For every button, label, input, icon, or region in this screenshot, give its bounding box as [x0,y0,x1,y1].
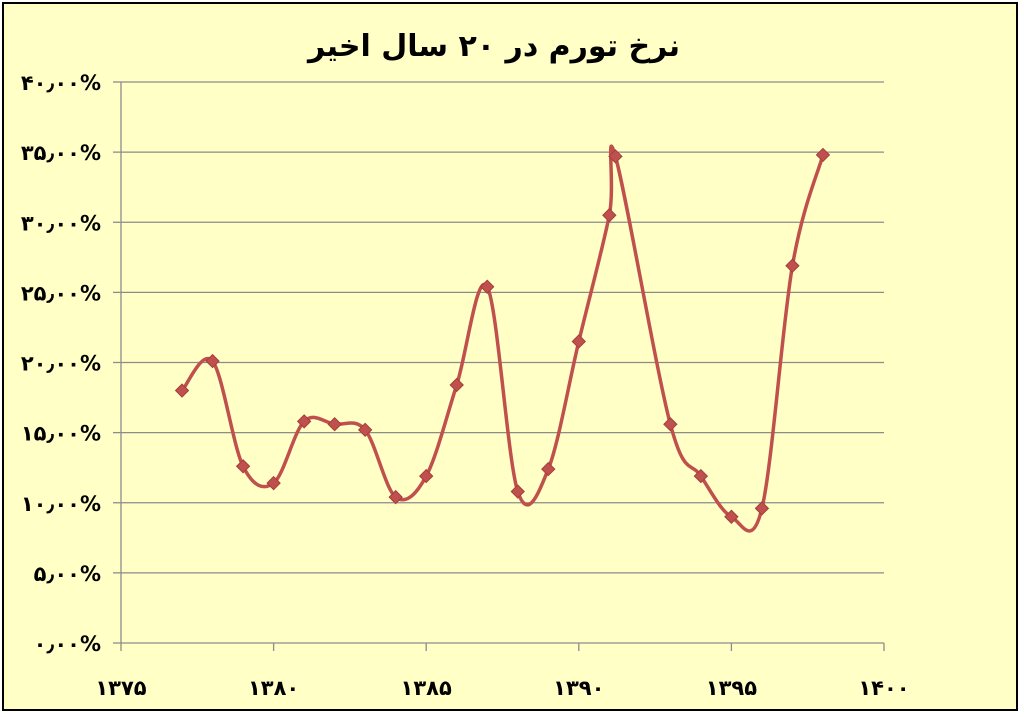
data-point-marker [663,417,678,432]
y-tick-label: ۳۵٫۰۰% [21,141,101,165]
x-tick-label: ۱۳۹۵ [706,676,757,700]
data-point-marker [571,334,587,349]
x-tick-label: ۱۴۰۰ [858,676,909,700]
data-point-marker [724,509,739,524]
data-point-marker [449,377,464,393]
y-tick-label: ۵٫۰۰% [34,562,101,586]
y-tick-label: ۲۰٫۰۰% [21,352,101,376]
data-point-marker [174,383,190,398]
series-line [180,144,825,533]
x-tick-label: ۱۳۷۵ [95,676,146,700]
data-point-marker [480,279,495,294]
y-tick-label: ۳۰٫۰۰% [21,211,101,235]
y-tick-label: ۰٫۰۰% [34,632,101,656]
data-point-marker [602,208,617,223]
data-point-marker [815,147,831,163]
x-tick-label: ۱۳۹۰ [553,676,604,700]
chart: نرخ تورم در ۲۰ سال اخیر ۰٫۰۰% ۵٫۰۰% ۱۰٫۰۰%… [21,29,910,700]
data-point-marker [357,422,373,438]
data-point-marker [754,501,770,516]
data-point-marker [608,149,623,164]
data-point-marker [541,461,556,477]
data-point-marker [266,475,281,491]
data-point-marker [235,459,251,474]
y-tick-label: ۴۰٫۰۰% [21,71,101,95]
chart-title: نرخ تورم در ۲۰ سال اخیر [306,29,680,64]
data-point-marker [693,468,709,484]
data-point-marker [785,258,800,273]
data-point-marker [296,414,312,429]
x-tick-label: ۱۳۸۰ [248,676,299,700]
y-tick-label: ۲۵٫۰۰% [21,281,101,305]
data-point-marker [418,468,434,484]
data-point-marker [327,417,342,432]
data-point-marker [205,353,220,369]
y-tick-label: ۱۰٫۰۰% [21,492,101,516]
data-point-marker [510,484,525,499]
x-tick-label: ۱۳۸۵ [401,676,452,700]
y-tick-label: ۱۵٫۰۰% [21,422,101,446]
data-point-marker [388,489,403,505]
